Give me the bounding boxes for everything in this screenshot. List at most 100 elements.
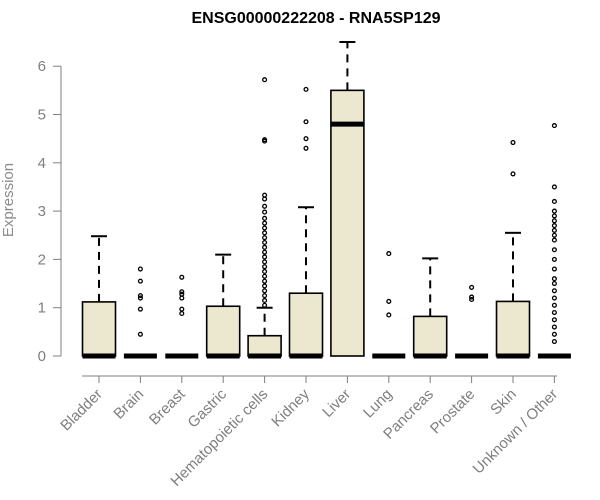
outlier-point <box>551 208 557 214</box>
outlier-point <box>262 77 268 83</box>
outlier-point <box>262 209 268 215</box>
outlier-point <box>262 297 268 304</box>
outlier-point <box>551 309 557 316</box>
outlier-point <box>137 293 143 299</box>
outlier-point <box>262 235 268 241</box>
box-liver <box>330 41 365 357</box>
y-tick-label: 6 <box>38 58 46 75</box>
outlier-point <box>551 280 557 287</box>
outlier-point <box>303 136 309 142</box>
box-body <box>495 300 531 357</box>
outlier-point <box>551 256 557 262</box>
outlier-point <box>303 86 309 92</box>
outlier-point <box>551 123 557 129</box>
outlier-point <box>551 198 557 204</box>
x-tick-label: Kidney <box>268 385 313 430</box>
outlier-point <box>137 306 143 312</box>
outlier-point <box>262 268 268 275</box>
outlier-point <box>262 230 268 236</box>
outlier-point <box>551 317 557 323</box>
y-axis-label: Expression <box>0 163 17 237</box>
outlier-point <box>551 302 557 308</box>
outlier-point <box>469 294 475 300</box>
outlier-point <box>262 203 268 209</box>
outlier-point <box>262 239 268 246</box>
y-tick-label: 5 <box>38 107 46 124</box>
outlier-point <box>469 284 475 290</box>
box-body <box>330 89 365 357</box>
outlier-point <box>551 237 557 243</box>
outlier-point <box>551 266 557 272</box>
box-hematopoietic-cells <box>247 77 282 359</box>
outlier-point <box>551 331 557 337</box>
outlier-point <box>262 288 268 294</box>
box-prostate <box>455 284 489 359</box>
box-skin <box>495 139 531 359</box>
box-kidney <box>288 86 324 359</box>
outlier-point <box>262 283 268 289</box>
outlier-point <box>137 331 143 337</box>
outlier-point <box>137 295 143 301</box>
x-tick-label: Lung <box>360 386 396 422</box>
outlier-point <box>262 249 268 255</box>
outlier-point <box>551 223 557 229</box>
outlier-point <box>386 251 392 257</box>
outlier-point <box>551 218 557 224</box>
outlier-point <box>179 306 185 312</box>
outlier-point <box>386 298 392 304</box>
x-tick-label: Prostate <box>427 386 479 438</box>
y-tick-label: 4 <box>38 155 46 172</box>
outlier-point <box>262 244 268 250</box>
y-axis-ticks: 0 1 2 3 4 5 6 <box>38 58 61 365</box>
outlier-point <box>262 225 268 231</box>
outlier-point <box>262 254 268 260</box>
outlier-point <box>551 324 557 330</box>
box-gastric <box>205 253 241 359</box>
outlier-point <box>262 137 268 143</box>
x-tick-label: Liver <box>319 386 354 421</box>
outlier-point <box>137 278 143 284</box>
outlier-point <box>551 338 557 345</box>
outlier-point <box>179 291 185 297</box>
box-breast <box>165 274 199 359</box>
outlier-point <box>262 259 268 265</box>
outlier-point <box>510 171 516 177</box>
outlier-point <box>386 312 392 318</box>
outlier-point <box>303 119 309 125</box>
outlier-point <box>303 145 309 151</box>
box-body <box>247 334 282 357</box>
box-lung <box>372 251 406 359</box>
outlier-point <box>551 247 557 253</box>
outlier-point <box>262 278 268 284</box>
box-brain <box>123 266 157 359</box>
box-unknown-other <box>537 123 571 359</box>
outlier-point <box>262 192 268 198</box>
x-tick-label: Brain <box>110 386 147 423</box>
outlier-point <box>551 288 557 294</box>
outlier-point <box>551 213 557 219</box>
x-tick-label: Breast <box>146 385 189 428</box>
outlier-point <box>551 227 557 233</box>
outlier-point <box>510 139 516 146</box>
box-body <box>288 292 324 357</box>
x-tick-label: Bladder <box>57 386 106 435</box>
outlier-point <box>179 310 185 317</box>
boxes-layer <box>81 41 571 359</box>
outlier-point <box>179 289 185 295</box>
y-tick-label: 3 <box>38 203 46 220</box>
outlier-point <box>262 302 268 308</box>
chart-title: ENSG00000222208 - RNA5SP129 <box>191 10 440 27</box>
outlier-point <box>179 274 185 280</box>
outlier-point <box>469 296 475 303</box>
y-tick-label: 1 <box>38 300 46 317</box>
outlier-point <box>551 295 557 301</box>
box-pancreas <box>412 257 448 359</box>
y-tick-label: 0 <box>38 348 46 365</box>
y-tick-label: 2 <box>38 251 46 268</box>
outlier-point <box>262 220 268 226</box>
outlier-point <box>551 276 557 282</box>
box-bladder <box>81 235 117 359</box>
x-tick-label: Skin <box>487 386 520 419</box>
